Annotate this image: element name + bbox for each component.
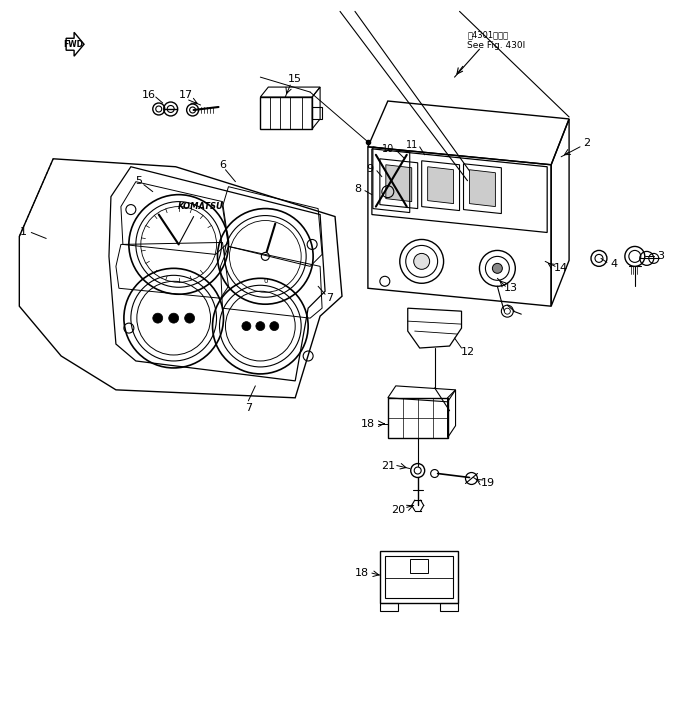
Circle shape <box>153 313 163 323</box>
Text: 7: 7 <box>245 403 252 413</box>
Circle shape <box>493 263 502 273</box>
Text: 8: 8 <box>354 184 361 193</box>
Text: 2: 2 <box>583 138 590 148</box>
Text: 20: 20 <box>391 505 405 515</box>
Text: 7: 7 <box>327 293 334 303</box>
Text: 12: 12 <box>460 347 475 357</box>
Text: 18: 18 <box>361 419 375 429</box>
Text: 15: 15 <box>288 74 302 84</box>
Text: 18: 18 <box>355 568 369 578</box>
Circle shape <box>261 253 269 261</box>
Text: 1: 1 <box>20 227 27 237</box>
Bar <box>385 556 453 598</box>
Bar <box>410 559 428 573</box>
Text: ㅄ4301图参照: ㅄ4301图参照 <box>468 31 508 40</box>
Circle shape <box>169 313 179 323</box>
Bar <box>260 97 312 129</box>
Text: KOMATSU: KOMATSU <box>178 202 224 211</box>
Text: 17: 17 <box>179 90 193 100</box>
Bar <box>440 603 458 611</box>
Polygon shape <box>428 167 453 203</box>
Text: 0: 0 <box>263 278 268 285</box>
Text: 4: 4 <box>610 259 617 270</box>
Bar <box>312 107 322 119</box>
Circle shape <box>413 253 429 270</box>
Bar <box>388 397 448 438</box>
Text: 11: 11 <box>406 140 418 150</box>
Circle shape <box>270 322 279 330</box>
Text: 14: 14 <box>554 263 568 273</box>
Text: FWD: FWD <box>63 40 83 49</box>
Text: 16: 16 <box>142 90 155 100</box>
Bar <box>380 603 398 611</box>
Text: 19: 19 <box>480 479 495 489</box>
Text: 13: 13 <box>504 283 518 293</box>
Text: 5: 5 <box>136 176 142 186</box>
Text: 21: 21 <box>380 460 395 470</box>
Polygon shape <box>469 169 495 207</box>
Bar <box>380 551 458 603</box>
Circle shape <box>184 313 195 323</box>
Circle shape <box>242 322 251 330</box>
Text: 6: 6 <box>219 160 226 169</box>
Circle shape <box>256 322 265 330</box>
Polygon shape <box>386 164 411 202</box>
Text: 9: 9 <box>366 164 374 174</box>
Text: 3: 3 <box>657 251 664 261</box>
Text: See Fig. 430I: See Fig. 430I <box>468 41 526 49</box>
Text: 10: 10 <box>382 144 394 154</box>
